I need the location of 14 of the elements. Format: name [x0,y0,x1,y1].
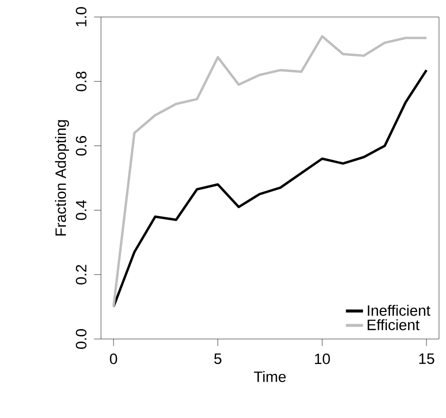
y-tick-label: 1.0 [76,7,86,26]
x-axis-title: Time [254,371,286,382]
x-tick-label: 0 [110,354,118,364]
x-tick-label: 5 [214,354,222,364]
y-tick-label: 0.2 [76,264,86,284]
legend-label: Inefficient [368,304,430,316]
y-tick-label: 0.8 [76,72,86,92]
x-tick-label: 10 [314,354,330,364]
legend-label: Efficient [368,319,420,330]
y-tick-label: 0.4 [76,200,86,220]
y-tick-label: 0.0 [76,329,86,349]
y-tick-label: 0.6 [76,136,86,156]
x-tick-label: 15 [419,354,434,364]
y-axis-title: Fraction Adopting [55,120,69,236]
